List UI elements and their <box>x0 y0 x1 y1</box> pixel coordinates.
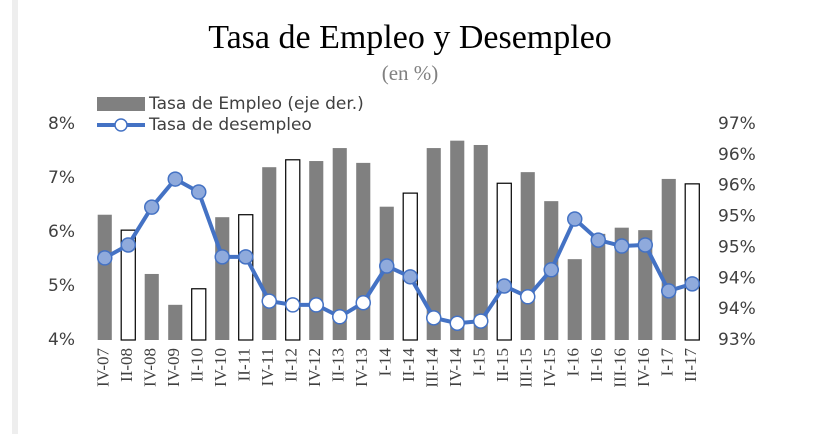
x-tick-label: IV-13 <box>352 348 371 387</box>
line-marker <box>332 309 348 325</box>
chart-title: Tasa de Empleo y Desempleo <box>208 19 612 56</box>
x-tick-label: II-14 <box>399 348 418 382</box>
line-marker <box>308 297 324 313</box>
x-tick-label: I-17 <box>658 348 677 377</box>
line-marker <box>426 310 442 326</box>
edge-strip <box>12 0 18 434</box>
y-tick-label: 6% <box>48 222 75 242</box>
line-marker <box>590 232 606 248</box>
y2-tick-label: 95% <box>718 237 756 257</box>
bar <box>144 273 159 340</box>
x-tick-label: III-16 <box>611 348 630 388</box>
line-marker <box>543 262 559 278</box>
x-tick-label: II-12 <box>282 348 301 382</box>
x-tick-label: II-10 <box>188 348 207 382</box>
line-marker <box>661 283 677 299</box>
x-tick-label: IV-11 <box>258 348 277 386</box>
bar <box>168 304 183 340</box>
y2-tick-label: 95% <box>718 207 756 227</box>
legend-label: Tasa de Empleo (eje der.) <box>148 94 364 114</box>
x-tick-label: II-13 <box>329 348 348 382</box>
x-tick-label: IV-14 <box>446 348 465 388</box>
line-marker <box>379 258 395 274</box>
line-marker <box>567 211 583 227</box>
y2-tick-label: 93% <box>718 330 756 350</box>
line-marker <box>285 297 301 313</box>
bar <box>402 192 418 341</box>
x-tick-label: III-15 <box>517 348 536 388</box>
line-marker <box>97 250 113 266</box>
line-marker <box>261 293 277 309</box>
line-marker <box>449 315 465 332</box>
x-tick-label: II-17 <box>681 348 700 382</box>
y2-tick-label: 94% <box>718 268 756 288</box>
bar <box>262 167 277 340</box>
bar <box>661 178 676 340</box>
bar <box>684 183 700 341</box>
x-tick-label: IV-08 <box>141 348 160 387</box>
bar <box>638 230 653 340</box>
bar <box>473 144 488 340</box>
x-tick-label: IV-16 <box>634 348 653 387</box>
x-tick-label: II-15 <box>493 348 512 382</box>
legend-marker <box>114 118 128 132</box>
y2-tick-label: 94% <box>718 299 756 319</box>
bar <box>426 148 441 340</box>
x-tick-label: I-14 <box>376 348 395 377</box>
line-marker <box>144 199 160 215</box>
line-marker <box>402 269 418 285</box>
x-tick-label: IV-10 <box>211 348 230 387</box>
y2-tick-label: 97% <box>718 114 756 134</box>
y-tick-label: 5% <box>48 276 75 296</box>
line-marker <box>473 313 489 329</box>
line-marker <box>167 171 183 187</box>
y2-tick-label: 96% <box>718 176 756 196</box>
bar <box>496 182 512 341</box>
bar <box>120 229 136 341</box>
x-tick-label: IV-07 <box>94 348 113 388</box>
x-tick-label: II-11 <box>235 348 254 381</box>
bar <box>591 233 606 340</box>
chart-subtitle: (en %) <box>382 61 439 85</box>
bar <box>97 214 112 340</box>
x-tick-label: III-14 <box>423 348 442 388</box>
line-marker <box>238 249 254 265</box>
y-tick-label: 7% <box>48 168 75 188</box>
bar <box>356 162 371 340</box>
legend-swatch <box>97 97 145 111</box>
bar <box>332 148 347 340</box>
x-tick-label: IV-09 <box>164 348 183 387</box>
x-tick-label: I-15 <box>470 348 489 376</box>
legend-label: Tasa de desempleo <box>148 115 312 135</box>
bar <box>191 288 207 341</box>
bar <box>238 214 254 341</box>
line-marker <box>120 237 136 253</box>
bar <box>215 217 230 340</box>
line-marker <box>614 238 630 254</box>
line-marker <box>355 294 371 311</box>
x-tick-label: IV-12 <box>305 348 324 387</box>
bar <box>285 159 301 341</box>
bar <box>567 259 582 340</box>
line-marker <box>684 276 700 292</box>
x-tick-label: IV-15 <box>540 348 559 387</box>
bar <box>309 161 324 340</box>
line-marker <box>496 278 512 294</box>
x-tick-label: II-08 <box>117 348 136 382</box>
x-tick-label: II-16 <box>587 348 606 382</box>
line-marker <box>520 289 536 305</box>
line-marker <box>214 249 230 265</box>
y2-tick-label: 96% <box>718 145 756 165</box>
line-marker <box>191 184 207 200</box>
line-marker <box>637 237 653 253</box>
bar <box>450 140 465 340</box>
bar <box>614 227 629 340</box>
x-tick-label: I-16 <box>564 348 583 376</box>
y-tick-label: 4% <box>48 330 75 350</box>
bar <box>520 172 535 340</box>
y-tick-label: 8% <box>48 114 75 134</box>
